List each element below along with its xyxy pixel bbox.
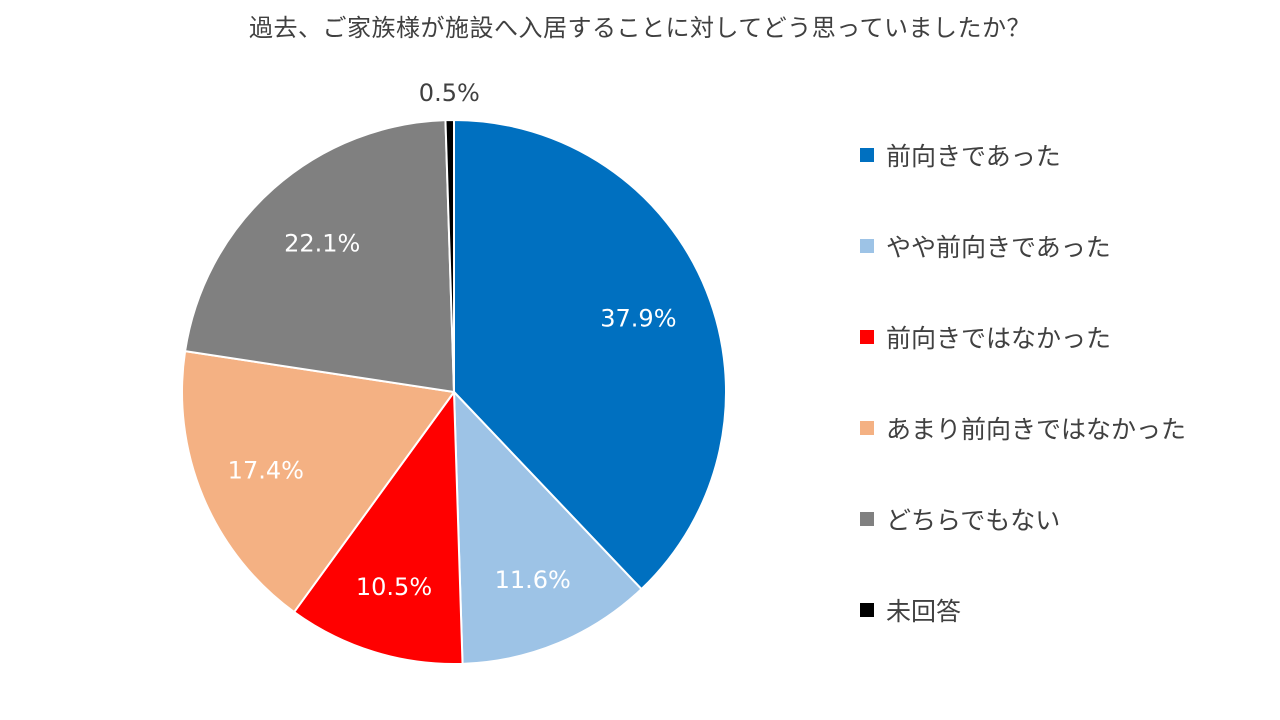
legend-label: 前向きではなかった <box>886 324 1112 353</box>
legend-swatch <box>860 330 874 344</box>
legend-label: どちらでもない <box>886 506 1061 535</box>
legend-swatch <box>860 421 874 435</box>
pie-data-label: 10.5% <box>356 573 432 601</box>
pie-data-label: 17.4% <box>228 457 304 485</box>
pie-data-label: 37.9% <box>600 304 676 332</box>
legend-item: どちらでもない <box>860 496 1270 542</box>
pie-data-label: 0.5% <box>419 79 480 107</box>
legend-label: 前向きであった <box>886 142 1061 171</box>
pie-slice <box>444 118 455 393</box>
legend-item: 未回答 <box>860 587 1270 633</box>
legend-item: あまり前向きではなかった <box>860 405 1270 451</box>
pie-slice <box>184 119 455 393</box>
legend-item: 前向きではなかった <box>860 314 1270 360</box>
pie-slice <box>453 119 727 591</box>
legend-label: 未回答 <box>886 597 962 626</box>
chart-title: 過去、ご家族様が施設へ入居することに対してどう思っていましたか？ <box>248 14 1032 42</box>
pie-slice <box>293 391 464 665</box>
pie-data-label: 11.6% <box>495 566 571 594</box>
legend-swatch <box>860 603 874 617</box>
pie-data-label: 22.1% <box>284 230 360 258</box>
legend-label: やや前向きであった <box>886 233 1111 262</box>
pie-slice <box>453 391 643 665</box>
legend: 前向きであった やや前向きであった 前向きではなかった あまり前向きではなかった… <box>860 132 1270 678</box>
legend-swatch <box>860 148 874 162</box>
pie-slice <box>181 350 455 614</box>
legend-label: あまり前向きではなかった <box>886 415 1187 444</box>
legend-item: 前向きであった <box>860 132 1270 178</box>
legend-item: やや前向きであった <box>860 223 1270 269</box>
legend-swatch <box>860 239 874 253</box>
pie-slices <box>181 118 727 665</box>
pie-labels: 37.9% 11.6% 10.5% 17.4% 22.1% 0.5% <box>228 79 677 601</box>
legend-swatch <box>860 512 874 526</box>
